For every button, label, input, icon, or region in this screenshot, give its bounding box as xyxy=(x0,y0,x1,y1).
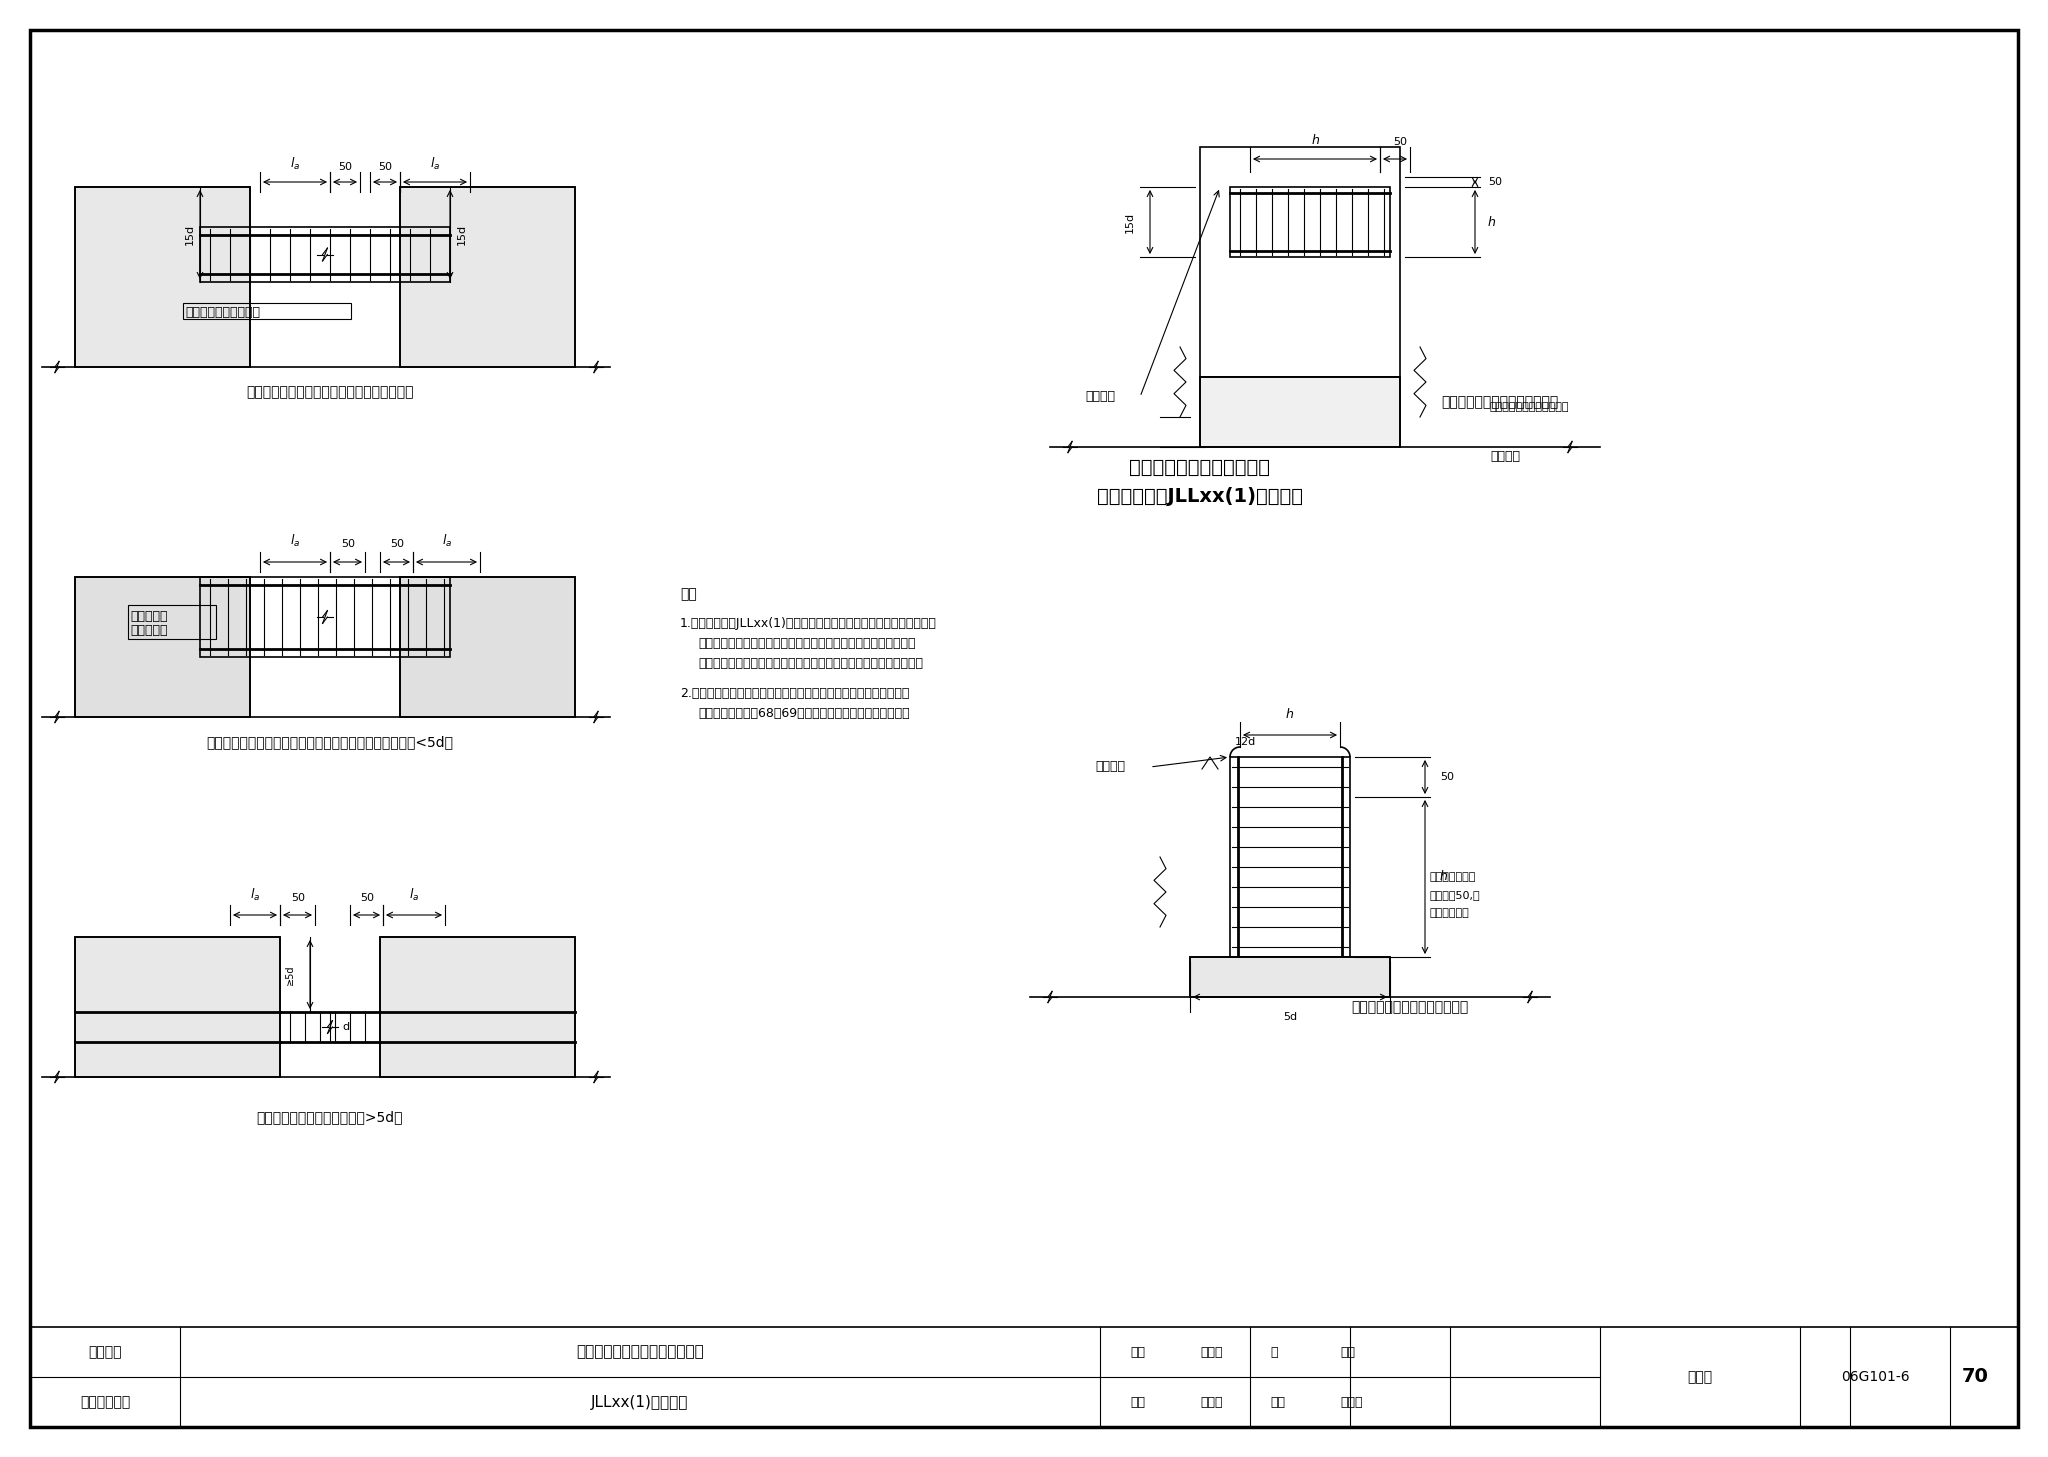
Text: JLLxx(1)钉筋构造: JLLxx(1)钉筋构造 xyxy=(592,1394,688,1409)
Text: 单跨基础连梂JLLxx(1)钉筋构造: 单跨基础连梂JLLxx(1)钉筋构造 xyxy=(1098,488,1303,507)
Bar xyxy=(76,186,250,367)
Text: 时，应按本图集第68和69页多跨基础连梂支座的钉筋构造。: 时，应按本图集第68和69页多跨基础连梂支座的钉筋构造。 xyxy=(698,707,909,720)
Text: 比梁宽多50,配: 比梁宽多50,配 xyxy=(1430,890,1481,900)
Text: 注：: 注： xyxy=(680,587,696,600)
Text: 审核: 审核 xyxy=(1130,1345,1145,1358)
Bar xyxy=(399,577,575,717)
Text: （基础连梂底面高于杠口顶面）: （基础连梂底面高于杠口顶面） xyxy=(1442,395,1559,409)
Text: 陈青来: 陈青来 xyxy=(1339,1396,1362,1409)
Text: 15d: 15d xyxy=(457,224,467,245)
Bar xyxy=(1200,147,1401,377)
Text: 1.单跨基础连梂JLLxx(1)的锚固支座，可为普通独立基础、杠口独立基: 1.单跨基础连梂JLLxx(1)的锚固支座，可为普通独立基础、杠口独立基 xyxy=(680,616,936,629)
Text: d: d xyxy=(342,1021,348,1032)
Text: 2.当具体设计注明单跨基础连梂的纵向钉筋图到框柶柱截面投影范围: 2.当具体设计注明单跨基础连梂的纵向钉筋图到框柶柱截面投影范围 xyxy=(680,688,909,699)
Text: 50: 50 xyxy=(1393,137,1407,147)
Text: $l_a$: $l_a$ xyxy=(250,887,260,903)
Text: 其科: 其科 xyxy=(1339,1345,1356,1358)
Text: 杯口顶面: 杯口顶面 xyxy=(1096,761,1124,774)
Text: 杯口顶面: 杯口顶面 xyxy=(1085,390,1114,404)
Bar xyxy=(31,1327,2017,1426)
Text: （基础连梁顶面高于但梁底面低于基础顶面）: （基础连梁顶面高于但梁底面低于基础顶面） xyxy=(246,385,414,399)
Text: 刘其祥: 刘其祥 xyxy=(1200,1396,1223,1409)
Bar xyxy=(201,577,451,657)
Text: 50: 50 xyxy=(1440,772,1454,782)
Text: 50: 50 xyxy=(342,539,354,549)
Text: 70: 70 xyxy=(1962,1368,1989,1387)
Text: 50: 50 xyxy=(360,893,375,903)
Text: 柱墩内箍筋可为下开口箍筋: 柱墩内箍筋可为下开口箍筋 xyxy=(1491,402,1569,412)
Text: $l_a$: $l_a$ xyxy=(291,156,301,172)
Bar xyxy=(76,577,250,717)
Text: 陈幼瑞: 陈幼瑞 xyxy=(1200,1345,1223,1358)
Bar xyxy=(381,937,575,1077)
Bar xyxy=(399,186,575,367)
Bar xyxy=(1200,377,1401,447)
Bar xyxy=(182,303,350,319)
Bar xyxy=(127,605,215,640)
Text: 基础内可为: 基础内可为 xyxy=(129,610,168,624)
Bar xyxy=(1190,957,1391,997)
Text: h: h xyxy=(1489,216,1495,229)
Text: 从基础边缘开始进行锚固的: 从基础边缘开始进行锚固的 xyxy=(1130,457,1270,476)
Bar xyxy=(76,937,281,1077)
Bar xyxy=(1190,957,1391,997)
Text: 50: 50 xyxy=(389,539,403,549)
Text: 校对: 校对 xyxy=(1130,1396,1145,1409)
Bar xyxy=(76,577,250,717)
Text: 50: 50 xyxy=(379,162,391,172)
Text: $l_a$: $l_a$ xyxy=(442,533,453,549)
Bar xyxy=(201,227,451,283)
Text: ≥5d: ≥5d xyxy=(285,965,295,985)
Bar xyxy=(1231,758,1350,957)
Text: 50: 50 xyxy=(291,893,305,903)
Text: 50: 50 xyxy=(1489,176,1501,186)
Text: 15d: 15d xyxy=(184,224,195,245)
Text: $l_a$: $l_a$ xyxy=(430,156,440,172)
Text: 12d: 12d xyxy=(1235,737,1255,747)
Text: 基础内可为下开口箍筋: 基础内可为下开口箍筋 xyxy=(184,306,260,319)
Text: 设计: 设计 xyxy=(1270,1396,1284,1409)
Bar xyxy=(76,937,281,1077)
Text: 50: 50 xyxy=(338,162,352,172)
Text: $l_a$: $l_a$ xyxy=(410,887,420,903)
Text: 第二部分: 第二部分 xyxy=(88,1345,121,1359)
Text: 5d: 5d xyxy=(1282,1013,1296,1021)
Text: 杯口侧壁: 杯口侧壁 xyxy=(1491,450,1520,463)
Bar xyxy=(399,577,575,717)
Bar xyxy=(1231,186,1391,256)
Text: 筋与连梁相同: 筋与连梁相同 xyxy=(1430,908,1470,918)
Bar xyxy=(76,186,250,367)
Text: 15d: 15d xyxy=(1124,211,1135,233)
Text: h: h xyxy=(1440,870,1448,883)
Text: 跨基础连梂的左右支座不同时，应根据具体情况交叉采用本图构造。: 跨基础连梂的左右支座不同时，应根据具体情况交叉采用本图构造。 xyxy=(698,657,924,670)
Text: 制: 制 xyxy=(1270,1345,1278,1358)
Text: 小柱墩截面宽度: 小柱墩截面宽度 xyxy=(1430,871,1477,881)
Text: 06G101-6: 06G101-6 xyxy=(1841,1370,1909,1384)
Text: h: h xyxy=(1286,708,1294,721)
Text: 础、条形基础、框形独立承台、承台梁以及大直径灰孔框等。当单: 础、条形基础、框形独立承台、承台梁以及大直径灰孔框等。当单 xyxy=(698,637,915,650)
Bar xyxy=(381,937,575,1077)
Text: （基础连梂顶面低于基础顶面>5d）: （基础连梂顶面低于基础顶面>5d） xyxy=(256,1110,403,1123)
Text: （基础连梁顶面与基础顶面一平或连梁顶面低于基础顶面<5d）: （基础连梁顶面与基础顶面一平或连梁顶面低于基础顶面<5d） xyxy=(207,734,453,749)
Text: （基础连梂底面高于杠口顶面）: （基础连梂底面高于杠口顶面） xyxy=(1352,1000,1468,1014)
Bar xyxy=(1200,377,1401,447)
Text: 图集号: 图集号 xyxy=(1688,1370,1712,1384)
Text: h: h xyxy=(1311,134,1319,147)
Bar xyxy=(399,186,575,367)
Text: 标准构造详图: 标准构造详图 xyxy=(80,1394,131,1409)
Text: $l_a$: $l_a$ xyxy=(291,533,301,549)
Text: 下开口箍筋: 下开口箍筋 xyxy=(129,625,168,638)
Text: 单跨且无外伸或悬挂的基础连梂: 单跨且无外伸或悬挂的基础连梂 xyxy=(575,1345,705,1359)
